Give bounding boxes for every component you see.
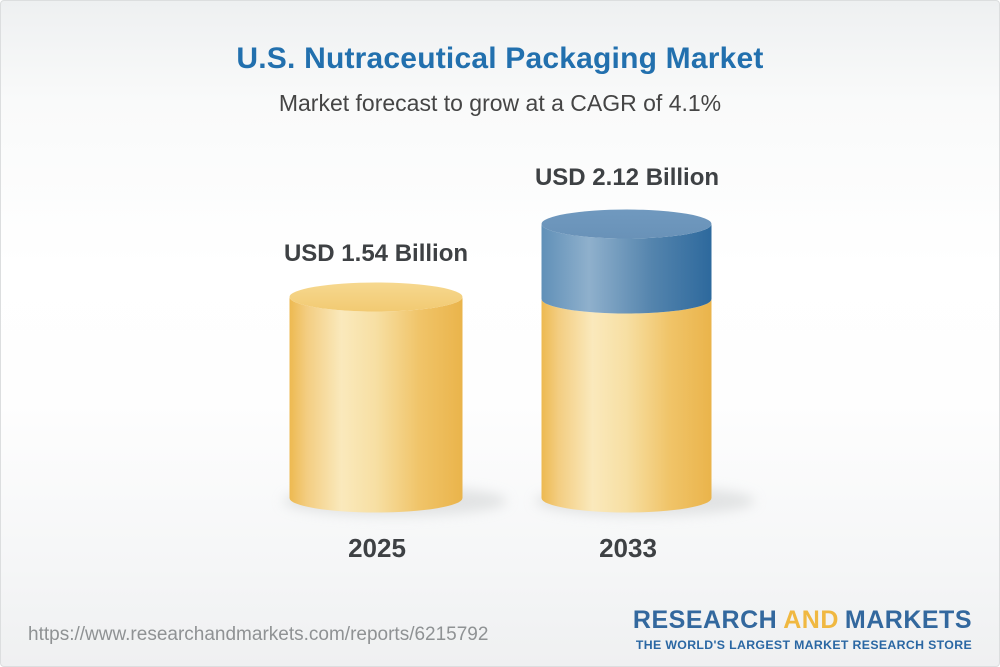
category-label-2033: 2033 [599, 533, 657, 563]
bar-2025-body [289, 297, 463, 513]
logo-word-and: AND [783, 606, 839, 634]
research-and-markets-logo: RESEARCH AND MARKETS THE WORLD'S LARGEST M… [633, 606, 972, 652]
logo-word-research: RESEARCH [632, 606, 778, 634]
bar-2033-top [541, 209, 712, 239]
bar-2033 [541, 209, 712, 513]
footer: https://www.researchandmarkets.com/repor… [28, 606, 972, 652]
report-url: https://www.researchandmarkets.com/repor… [28, 624, 489, 645]
bar-2025-top [289, 282, 463, 312]
logo-wordmark: RESEARCH AND MARKETS [633, 606, 972, 635]
bar-2033-blue-segment [541, 224, 712, 314]
page-title: U.S. Nutraceutical Packaging Market [236, 42, 764, 75]
bar-2033-gold-segment [541, 299, 712, 513]
chart-header: U.S. Nutraceutical Packaging Market Mark… [1, 42, 999, 117]
logo-tagline: THE WORLD'S LARGEST MARKET RESEARCH STOR… [635, 638, 972, 652]
value-label-2025: USD 1.54 Billion [284, 240, 468, 267]
category-label-2025: 2025 [348, 533, 406, 563]
chart-subtitle: Market forecast to grow at a CAGR of 4.1… [278, 90, 722, 116]
bar-2025 [289, 282, 463, 513]
value-label-2033: USD 2.12 Billion [535, 164, 719, 191]
logo-word-markets: MARKETS [844, 606, 972, 634]
